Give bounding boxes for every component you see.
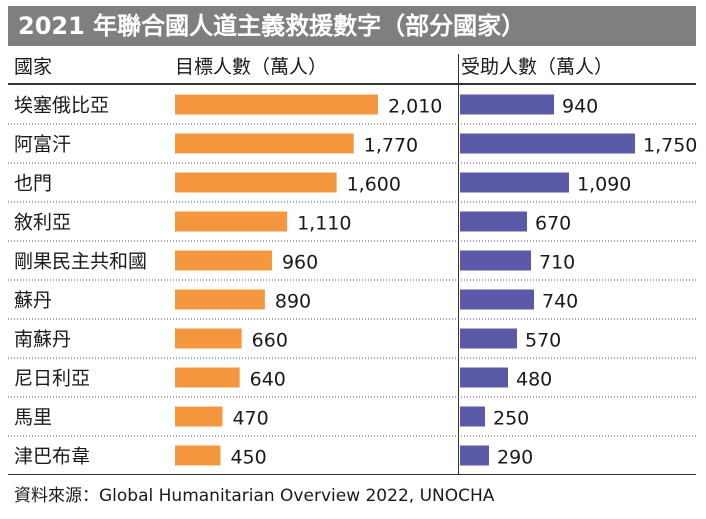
country-label: 尼日利亞 [14, 368, 90, 390]
target-value-label: 1,770 [364, 135, 418, 157]
country-label: 也門 [14, 173, 52, 195]
target-bar [175, 250, 272, 271]
assisted-bar [460, 133, 635, 154]
assisted-value-label: 710 [539, 252, 575, 274]
country-label: 埃塞俄比亞 [14, 95, 109, 117]
target-value-label: 640 [250, 369, 286, 391]
target-bar [175, 406, 223, 427]
assisted-bar [460, 445, 489, 466]
column-divider [458, 54, 459, 474]
country-label: 剛果民主共和國 [14, 251, 147, 273]
target-bar [175, 133, 354, 154]
target-bar [175, 172, 337, 193]
target-value-label: 450 [230, 447, 266, 469]
target-value-label: 470 [232, 408, 268, 430]
target-value-label: 660 [252, 330, 288, 352]
assisted-bar [460, 367, 508, 388]
header-rule [8, 83, 696, 85]
target-bar [175, 211, 288, 232]
target-value-label: 1,110 [297, 213, 351, 235]
assisted-value-label: 570 [525, 330, 561, 352]
assisted-value-label: 1,750 [643, 135, 697, 157]
target-value-label: 2,010 [388, 96, 442, 118]
source-note: 資料來源：Global Humanitarian Overview 2022, … [14, 486, 495, 506]
assisted-bar [460, 172, 569, 193]
assisted-value-label: 480 [516, 369, 552, 391]
country-label: 阿富汗 [14, 134, 71, 156]
target-bar [175, 367, 240, 388]
assisted-value-label: 250 [493, 408, 529, 430]
assisted-value-label: 740 [542, 291, 578, 313]
bottom-rule [8, 474, 696, 475]
target-column-header: 目標人數（萬人） [175, 56, 328, 78]
country-label: 敘利亞 [14, 212, 71, 234]
assisted-value-label: 670 [535, 213, 571, 235]
country-label: 蘇丹 [14, 290, 52, 312]
assisted-bar [460, 406, 485, 427]
target-value-label: 890 [275, 291, 311, 313]
country-label: 馬里 [14, 407, 52, 429]
target-value-label: 1,600 [347, 174, 401, 196]
assisted-value-label: 290 [497, 447, 533, 469]
assisted-bar [460, 211, 527, 232]
assisted-bar [460, 250, 531, 271]
assisted-value-label: 1,090 [577, 174, 631, 196]
chart-title: 2021 年聯合國人道主義救援數字（部分國家） [8, 6, 696, 46]
country-label: 南蘇丹 [14, 329, 71, 351]
assisted-value-label: 940 [562, 96, 598, 118]
target-value-label: 960 [282, 252, 318, 274]
target-bar [175, 289, 265, 310]
country-label: 津巴布韋 [14, 446, 90, 468]
target-bar [175, 445, 221, 466]
assisted-bar [460, 94, 554, 115]
assisted-column-header: 受助人數（萬人） [461, 56, 614, 78]
country-column-header: 國家 [14, 56, 53, 78]
assisted-bar [460, 328, 517, 349]
target-bar [175, 328, 242, 349]
target-bar [175, 94, 378, 115]
assisted-bar [460, 289, 534, 310]
